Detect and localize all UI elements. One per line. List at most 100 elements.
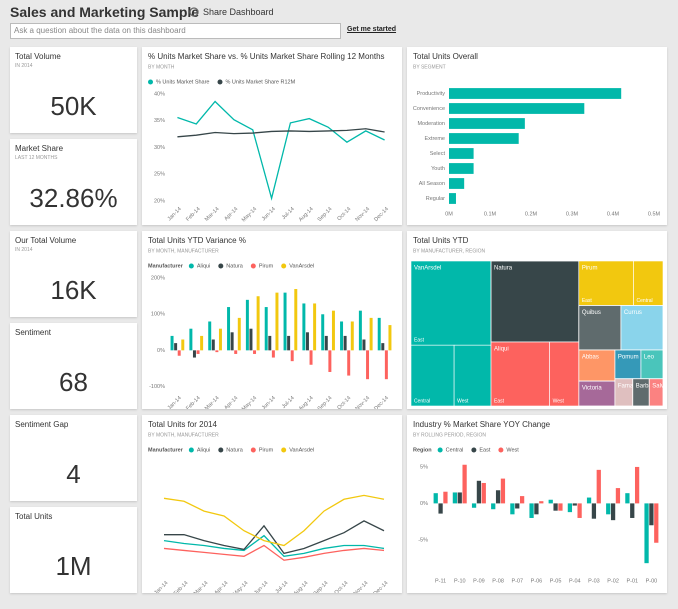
x-tick-label: P-01: [626, 578, 638, 584]
legend-label: East: [479, 447, 490, 453]
chart: % Units Market Share vs. % Units Market …: [148, 52, 390, 223]
card-title: Total Volume: [15, 52, 61, 61]
legend-label: Natura: [226, 263, 243, 269]
y-tick-label: 0%: [157, 348, 165, 354]
bar: [515, 503, 520, 509]
manufacturer-label: Quibus: [582, 310, 601, 316]
bar: [649, 503, 654, 526]
bar: [452, 492, 458, 504]
share-button[interactable]: Share Dashboard: [203, 7, 274, 17]
manufacturer-label: Leo: [644, 355, 655, 361]
x-tick-label: Feb-14: [173, 580, 190, 593]
region-label: West: [457, 398, 469, 404]
treemap-cell: [578, 380, 616, 407]
y-tick-label: 20%: [154, 198, 165, 204]
legend-title: Region: [413, 447, 432, 453]
bar: [287, 335, 291, 351]
legend-label: Aliqui: [197, 263, 210, 269]
line: [163, 534, 385, 558]
chart-tile: Total Units for 2014 BY MONTH, MANUFACTUR…: [142, 415, 402, 597]
treemap-cell: [633, 260, 664, 306]
x-tick-label: Apr-14: [223, 206, 239, 222]
bar: [510, 503, 515, 515]
bar: [245, 299, 249, 351]
bar: [309, 350, 313, 365]
y-tick-label: All Season: [419, 181, 445, 187]
bar: [230, 332, 234, 351]
legend-label: Pirum: [259, 263, 274, 269]
chart-tile: % Units Market Share vs. % Units Market …: [142, 47, 402, 225]
bar: [264, 307, 268, 351]
legend-marker: [498, 447, 504, 453]
legend-marker: [218, 263, 224, 269]
share-icon[interactable]: [188, 6, 200, 18]
bar: [449, 118, 525, 129]
card-subtitle: LAST 12 MONTHS: [15, 155, 58, 161]
x-tick-label: P-02: [607, 578, 619, 584]
x-tick-label: 0.1M: [484, 211, 497, 217]
bar: [271, 350, 275, 358]
card-value: 4: [66, 459, 81, 489]
line: [163, 494, 385, 547]
bar: [553, 503, 558, 511]
region-label: East: [582, 298, 593, 304]
x-tick-label: P-10: [454, 578, 466, 584]
bar: [366, 350, 370, 380]
x-tick-label: Apr-14: [223, 395, 239, 409]
x-tick-label: Mar-14: [204, 206, 221, 223]
legend-marker: [250, 447, 256, 453]
bar: [586, 497, 592, 504]
x-tick-label: Mar-14: [193, 580, 210, 593]
manufacturer-label: Victoria: [582, 386, 603, 392]
treemap-cell: [490, 260, 580, 343]
bar: [438, 503, 443, 514]
bar: [313, 303, 317, 351]
manufacturer-label: Natura: [494, 266, 513, 272]
legend-title: Manufacturer: [148, 263, 184, 269]
x-tick-label: P-09: [473, 578, 485, 584]
x-tick-label: Jul-14: [281, 206, 296, 221]
bar: [481, 482, 486, 504]
x-tick-label: Jun-14: [253, 580, 269, 593]
x-tick-label: 0.5M: [648, 211, 661, 217]
legend-marker: [148, 79, 153, 85]
manufacturer-label: Aliqui: [494, 347, 509, 353]
y-tick-label: 40%: [154, 91, 165, 97]
chart-subtitle: BY ROLLING PERIOD, REGION: [413, 432, 486, 438]
x-tick-label: Jan-14: [167, 395, 183, 409]
chart: Total Units for 2014 BY MONTH, MANUFACTUR…: [148, 420, 390, 597]
y-tick-label: -100%: [149, 384, 165, 390]
bar: [572, 503, 577, 506]
chart: Total Units YTD Variance % BY MONTH, MANU…: [148, 236, 392, 412]
chart-title: Total Units for 2014: [148, 420, 217, 429]
x-tick-label: Jan-14: [153, 580, 169, 593]
legend-marker: [281, 447, 287, 453]
x-tick-label: Mar-14: [204, 395, 221, 409]
x-tick-label: P-08: [492, 578, 504, 584]
treemap-cell: [578, 260, 634, 306]
card-value: 1M: [55, 551, 92, 581]
region-label: East: [414, 338, 425, 344]
bar: [433, 493, 438, 504]
manufacturer-label: VanArsdel: [414, 266, 441, 272]
get-started-link[interactable]: Get me started: [347, 26, 397, 33]
x-tick-label: Dec-14: [373, 580, 390, 593]
bar: [256, 296, 260, 351]
bar: [615, 488, 621, 504]
manufacturer-label: Currus: [624, 310, 642, 316]
bar: [610, 503, 616, 521]
kpi-card: Our Total Volume IN 2014 16K: [10, 231, 137, 317]
question-box[interactable]: Ask a question about the data on this da…: [10, 23, 341, 39]
legend-label: % Units Market Share R12M: [226, 79, 296, 85]
y-tick-label: Regular: [426, 196, 445, 202]
bar: [476, 480, 482, 504]
chart: Total Units YTD BY MANUFACTURER, REGION Ea…: [410, 236, 670, 407]
bar: [462, 464, 467, 504]
bar: [596, 469, 601, 504]
x-tick-label: Feb-14: [185, 206, 202, 223]
x-tick-label: Aug-14: [298, 395, 315, 409]
x-tick-label: Feb-14: [185, 395, 202, 409]
card-title: Total Units: [15, 512, 53, 521]
bar: [644, 503, 649, 564]
x-tick-label: Oct-14: [334, 580, 350, 593]
